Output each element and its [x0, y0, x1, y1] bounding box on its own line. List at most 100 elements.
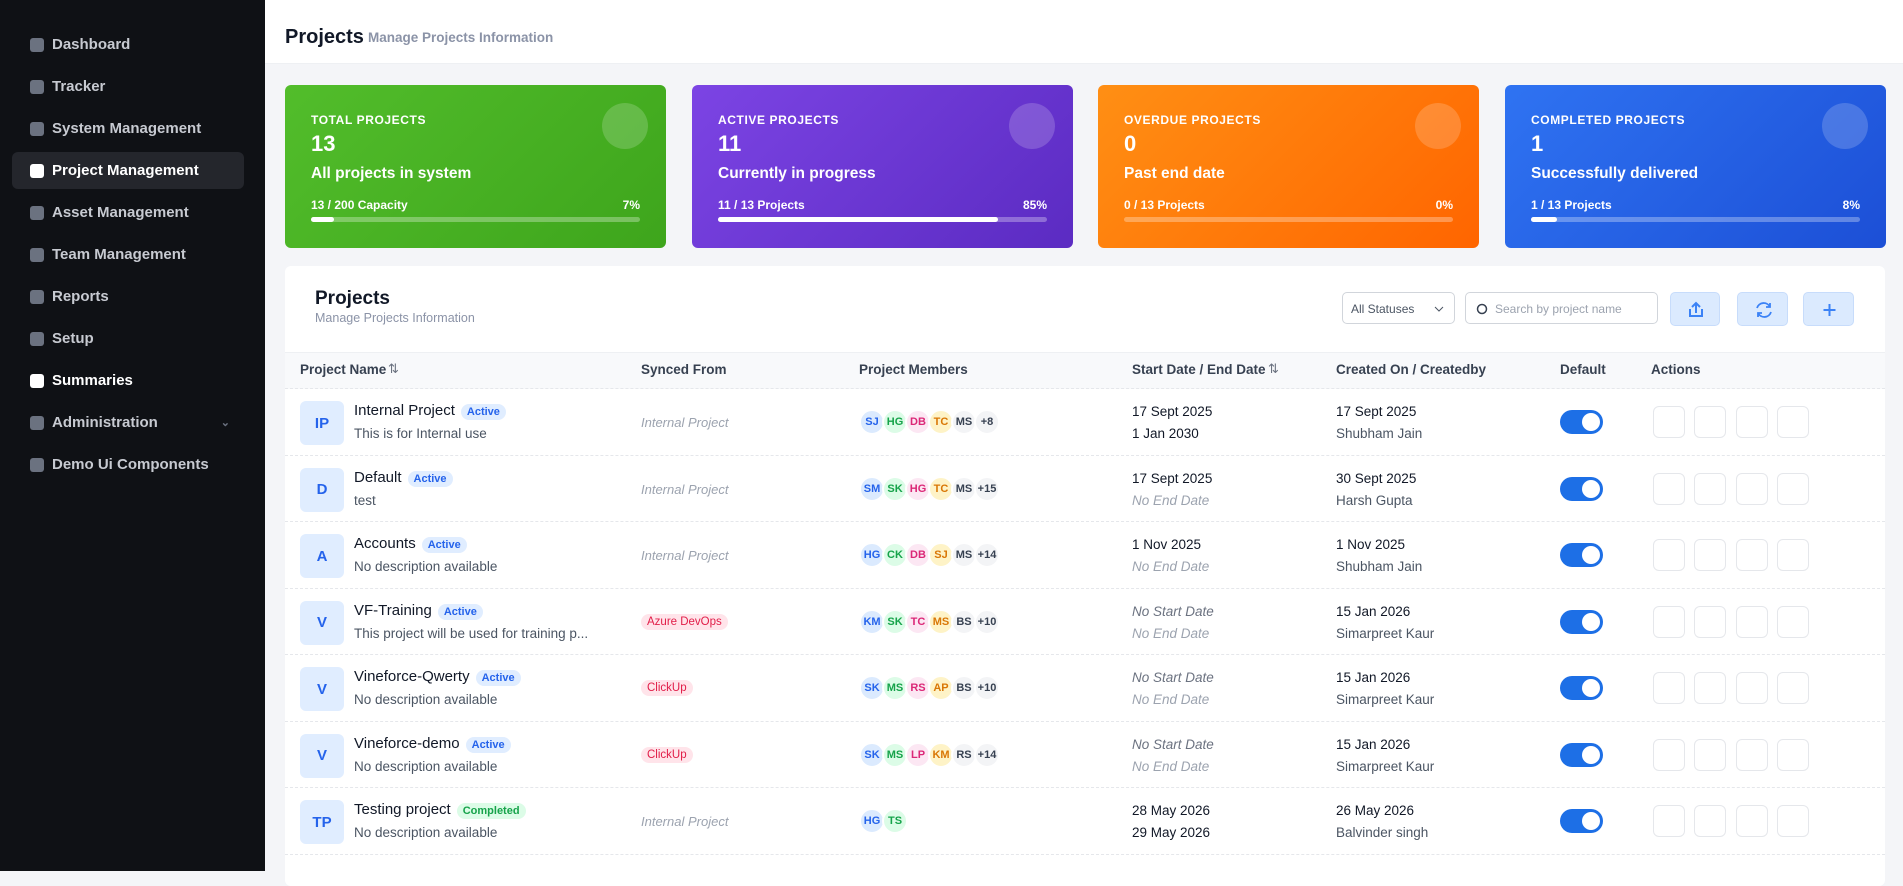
- action-button[interactable]: [1777, 406, 1809, 438]
- action-button[interactable]: [1777, 539, 1809, 571]
- nav-label: Setup: [52, 330, 94, 347]
- nav-item[interactable]: Project Management: [12, 152, 244, 189]
- progress-percent: 0%: [1435, 198, 1453, 212]
- table-row: [285, 788, 1885, 855]
- nav-item[interactable]: Demo Ui Components: [12, 446, 244, 483]
- created-by: Simarpreet Kaur: [1336, 758, 1435, 774]
- action-button[interactable]: [1777, 805, 1809, 837]
- default-toggle[interactable]: [1560, 476, 1603, 501]
- project-description: This is for Internal use: [354, 426, 487, 441]
- project-name: Testing project Completed: [354, 801, 526, 819]
- nav-item[interactable]: Summaries: [12, 362, 244, 399]
- nav-icon: [30, 373, 44, 388]
- export-button[interactable]: [1670, 292, 1720, 326]
- column-header: Default: [1560, 362, 1606, 377]
- action-button[interactable]: [1736, 406, 1768, 438]
- nav-item[interactable]: Administration ⌄: [12, 404, 244, 441]
- action-button[interactable]: [1653, 805, 1685, 837]
- sort-icon: ⇅: [1268, 361, 1279, 376]
- status-badge: Active: [437, 603, 483, 620]
- synced-from: Internal Project: [641, 415, 729, 430]
- created-by: Simarpreet Kaur: [1336, 625, 1435, 641]
- stat-card: COMPLETED PROJECTS 1 Successfully delivere…: [1505, 85, 1886, 248]
- action-button[interactable]: [1736, 472, 1768, 505]
- add-button[interactable]: [1803, 292, 1854, 326]
- progress-percent: 8%: [1842, 198, 1860, 212]
- card-description: Successfully delivered: [1531, 165, 1699, 182]
- member-avatar: KM: [859, 608, 885, 635]
- default-toggle[interactable]: [1560, 543, 1603, 567]
- synced-from: Internal Project: [641, 481, 729, 497]
- end-date: No End Date: [1132, 492, 1210, 508]
- action-button[interactable]: [1736, 672, 1768, 704]
- action-button[interactable]: [1653, 406, 1685, 438]
- default-toggle[interactable]: [1560, 742, 1603, 767]
- member-avatar: BS: [951, 608, 977, 635]
- created-by: Simarpreet Kaur: [1336, 692, 1435, 707]
- member-avatar: TC: [905, 608, 931, 635]
- action-button[interactable]: [1653, 672, 1685, 704]
- nav-label: Dashboard: [52, 36, 131, 53]
- action-button[interactable]: [1653, 472, 1685, 505]
- nav-item[interactable]: Dashboard: [12, 26, 244, 63]
- synced-badge: Azure DevOps: [641, 613, 728, 630]
- nav-label: Summaries: [52, 372, 133, 389]
- project-name: VF-Training Active: [354, 602, 483, 620]
- nav-item[interactable]: Setup: [12, 320, 244, 357]
- action-button[interactable]: [1653, 539, 1685, 571]
- nav-item[interactable]: Reports: [12, 278, 244, 315]
- action-button[interactable]: [1653, 738, 1685, 771]
- action-button[interactable]: [1736, 738, 1768, 771]
- default-toggle[interactable]: [1560, 609, 1603, 634]
- project-name-text: Internal Project: [354, 402, 455, 419]
- action-button[interactable]: [1736, 805, 1768, 837]
- default-toggle[interactable]: [1560, 676, 1603, 700]
- action-button[interactable]: [1777, 472, 1809, 505]
- action-button[interactable]: [1777, 738, 1809, 771]
- start-date: 1 Nov 2025: [1132, 537, 1202, 552]
- end-date: No End Date: [1132, 758, 1210, 774]
- status-filter[interactable]: All Statuses: [1342, 292, 1455, 324]
- action-button[interactable]: [1694, 805, 1726, 837]
- project-name-text: Accounts: [354, 535, 416, 552]
- member-avatar: MS: [951, 475, 977, 502]
- progress-track: [1531, 217, 1860, 222]
- nav-item[interactable]: Team Management: [12, 236, 244, 273]
- search-input[interactable]: Search by project name: [1465, 292, 1658, 324]
- action-button[interactable]: [1694, 605, 1726, 638]
- action-button[interactable]: [1777, 605, 1809, 638]
- default-toggle[interactable]: [1560, 410, 1603, 434]
- project-initials: V: [300, 667, 344, 711]
- action-button[interactable]: [1694, 472, 1726, 505]
- project-initials: V: [300, 600, 344, 645]
- action-button[interactable]: [1736, 539, 1768, 571]
- action-button[interactable]: [1694, 738, 1726, 771]
- action-button[interactable]: [1694, 539, 1726, 571]
- default-toggle[interactable]: [1560, 809, 1603, 833]
- action-button[interactable]: [1777, 672, 1809, 704]
- action-button[interactable]: [1694, 672, 1726, 704]
- search-icon: [1476, 303, 1488, 315]
- nav-item[interactable]: System Management: [12, 110, 244, 147]
- created-by: Shubham Jain: [1336, 559, 1423, 574]
- refresh-button[interactable]: [1737, 292, 1788, 326]
- action-button[interactable]: [1653, 605, 1685, 638]
- project-description: No description available: [354, 692, 498, 707]
- progress-percent: 85%: [1022, 198, 1047, 212]
- table-row: [285, 522, 1885, 589]
- action-button[interactable]: [1736, 605, 1768, 638]
- nav-icon: [30, 79, 44, 94]
- member-avatar: LP: [905, 741, 931, 768]
- card-label: ACTIVE PROJECTS: [718, 113, 840, 127]
- nav-icon: [30, 163, 44, 178]
- member-avatar: TC: [928, 475, 954, 502]
- card-label: COMPLETED PROJECTS: [1531, 113, 1686, 127]
- panel-title: Projects: [315, 288, 390, 309]
- card-description: Past end date: [1124, 165, 1225, 182]
- action-button[interactable]: [1694, 406, 1726, 438]
- project-description: No description available: [354, 825, 498, 840]
- progress-track: [1124, 217, 1453, 222]
- nav-item[interactable]: Asset Management: [12, 194, 244, 231]
- start-date: 17 Sept 2025: [1132, 404, 1213, 419]
- nav-item[interactable]: Tracker: [12, 68, 244, 105]
